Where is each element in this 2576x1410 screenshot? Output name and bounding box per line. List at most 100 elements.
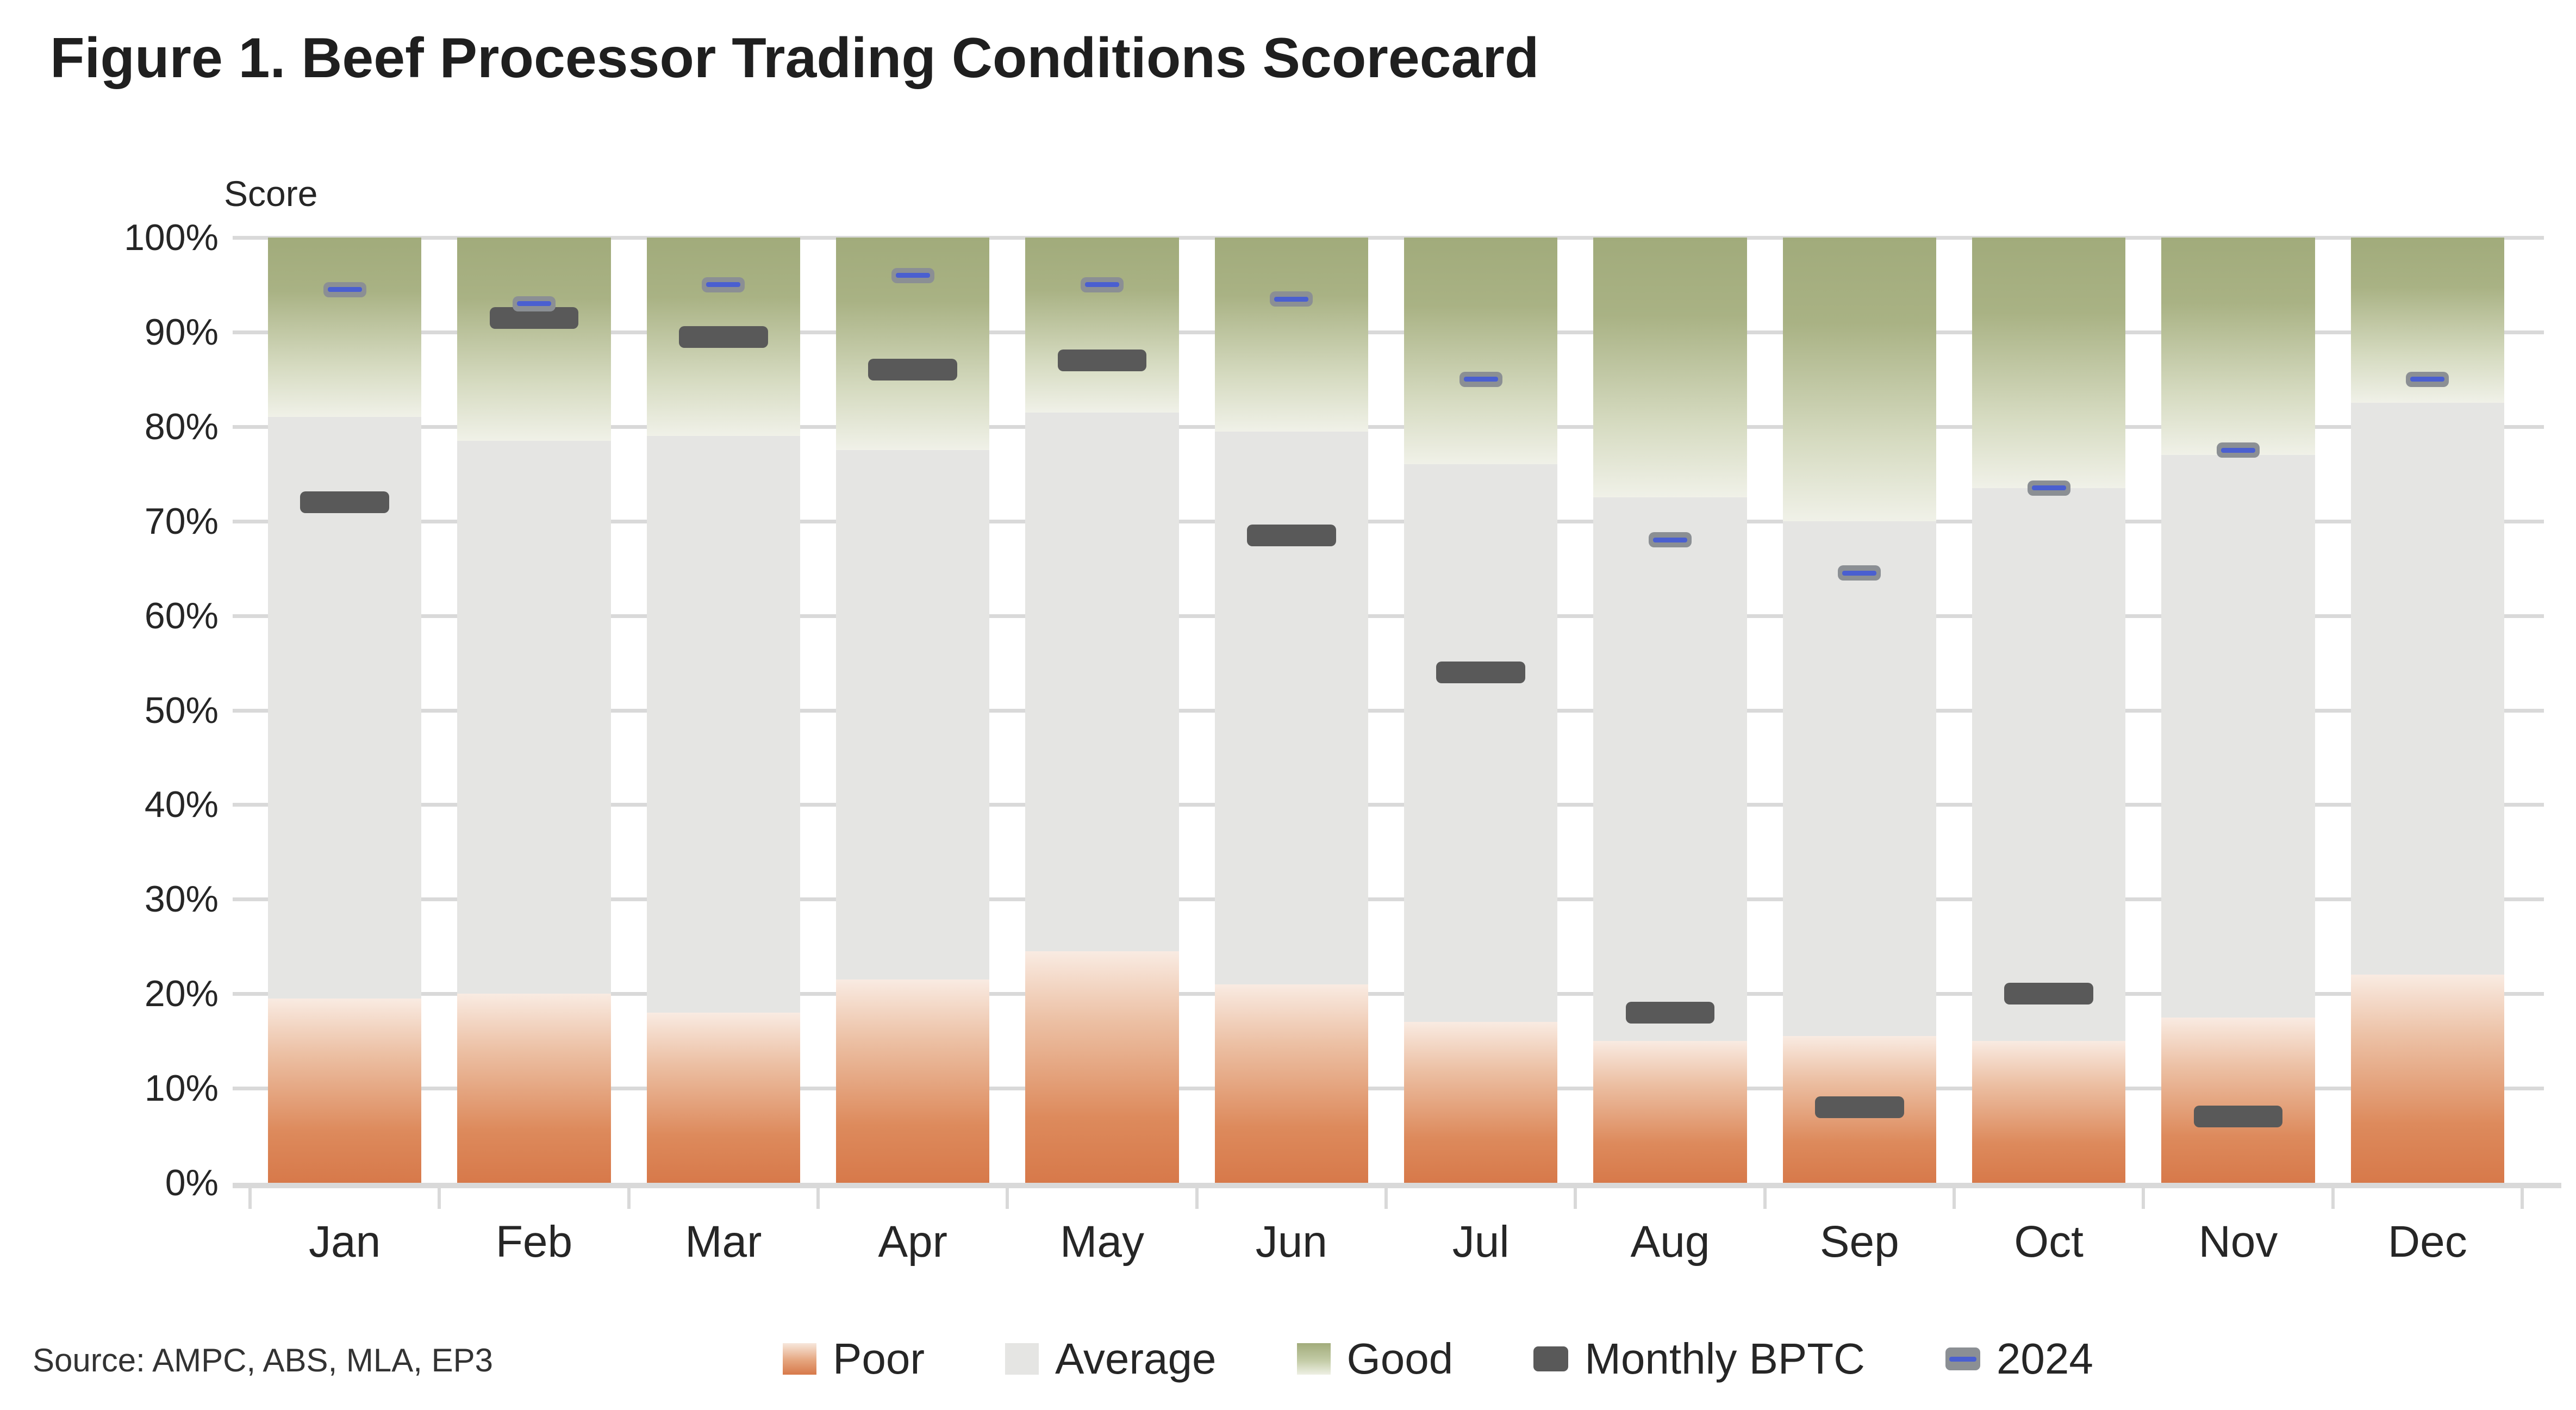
year-2024-dash-line-icon	[1949, 1356, 1976, 1362]
bar-oct	[1972, 238, 2126, 1183]
bar-slot-aug	[1575, 238, 1764, 1183]
year-2024-dash-line-icon	[2221, 447, 2256, 453]
zone-good-nov	[2161, 238, 2315, 455]
year-2024-dash-mar	[702, 277, 745, 292]
gridline-20	[233, 992, 2544, 996]
year-2024-dash-line-icon	[2031, 485, 2066, 491]
zone-poor-apr	[836, 979, 990, 1183]
bar-mar	[646, 238, 800, 1183]
x-tick-label-sep: Sep	[1819, 1217, 1899, 1266]
x-tick-label-may: May	[1060, 1217, 1144, 1266]
zone-average-sep	[1782, 521, 1936, 1037]
legend-item-good: Good	[1296, 1334, 1454, 1384]
year-2024-dash-aug	[1648, 532, 1692, 548]
year-2024-dash-line-icon	[895, 273, 930, 278]
gridline-40	[233, 803, 2544, 807]
legend-label-good: Good	[1346, 1334, 1454, 1383]
gridline-70	[233, 519, 2544, 523]
year-2024-dash-line-icon	[706, 282, 741, 288]
year-2024-dash-feb	[512, 296, 556, 311]
source-note: Source: AMPC, ABS, MLA, EP3	[33, 1342, 494, 1378]
gridline-50	[233, 708, 2544, 713]
bar-slot-sep	[1765, 238, 1954, 1183]
bar-aug	[1593, 238, 1747, 1183]
y-tick-label-90: 90%	[144, 311, 219, 353]
bar-nov	[2161, 238, 2315, 1183]
zone-poor-mar	[646, 1012, 800, 1183]
legend-label-monthly-bptc: Monthly BPTC	[1585, 1334, 1865, 1383]
x-tick-label-apr: Apr	[878, 1217, 947, 1266]
year-2024-dash-line-icon	[1084, 282, 1120, 288]
x-axis-tick-5	[1195, 1183, 1199, 1209]
zone-good-jul	[1404, 238, 1558, 465]
year-2024-dash-may	[1080, 277, 1124, 292]
monthly-bptc-dash-nov	[2193, 1106, 2283, 1128]
x-axis-tick-10	[2142, 1183, 2145, 1209]
zone-average-jun	[1214, 431, 1368, 984]
bar-apr	[836, 238, 990, 1183]
plot-area	[233, 236, 2544, 1183]
x-axis-line	[233, 1183, 2561, 1188]
zone-good-jan	[268, 238, 422, 417]
y-tick-label-30: 30%	[144, 878, 219, 920]
zone-poor-jan	[268, 998, 422, 1183]
zone-poor-dec	[2350, 975, 2504, 1183]
gridline-90	[233, 330, 2544, 334]
y-tick-label-100: 100%	[124, 217, 219, 258]
x-axis-tick-6	[1384, 1183, 1388, 1209]
y-tick-label-0: 0%	[165, 1162, 219, 1203]
y-tick-label-50: 50%	[144, 689, 219, 731]
y-tick-label-70: 70%	[144, 500, 219, 542]
zone-poor-feb	[457, 994, 611, 1183]
year-2024-dash-icon	[1945, 1347, 1980, 1370]
bar-slot-nov	[2143, 238, 2332, 1183]
bar-slot-jul	[1386, 238, 1575, 1183]
average-swatch-icon	[1005, 1343, 1039, 1375]
y-tick-label-80: 80%	[144, 405, 219, 447]
legend-item-average: Average	[1005, 1334, 1217, 1384]
monthly-bptc-dash-sep	[1814, 1096, 1904, 1118]
x-tick-label-oct: Oct	[2014, 1217, 2084, 1266]
zone-average-dec	[2350, 403, 2504, 975]
y-axis-title: Score	[224, 173, 318, 214]
legend-item-poor: Poor	[783, 1334, 925, 1384]
monthly-bptc-dash-apr	[868, 359, 957, 381]
bar-slot-may	[1007, 238, 1196, 1183]
x-tick-label-aug: Aug	[1630, 1217, 1710, 1266]
zone-good-feb	[457, 238, 611, 441]
x-tick-label-feb: Feb	[495, 1217, 573, 1266]
x-axis-tick-7	[1574, 1183, 1577, 1209]
gridline-10	[233, 1087, 2544, 1091]
x-tick-label-dec: Dec	[2387, 1217, 2467, 1266]
zone-average-nov	[2161, 454, 2315, 1018]
year-2024-dash-apr	[891, 267, 934, 283]
bar-dec	[2350, 238, 2504, 1183]
zone-average-jul	[1404, 464, 1558, 1022]
bar-slot-feb	[439, 238, 628, 1183]
legend-item-monthly-bptc: Monthly BPTC	[1533, 1334, 1865, 1384]
legend: Poor Average Good Monthly BPTC 2024	[783, 1326, 2093, 1392]
zone-poor-aug	[1593, 1041, 1747, 1183]
bar-slot-dec	[2333, 238, 2522, 1183]
monthly-bptc-dash-oct	[2004, 983, 2093, 1005]
gridline-30	[233, 897, 2544, 902]
y-tick-label-20: 20%	[144, 973, 219, 1015]
legend-item-2024: 2024	[1945, 1334, 2093, 1384]
x-axis-tick-8	[1763, 1183, 1767, 1209]
zone-good-oct	[1972, 238, 2126, 488]
legend-label-poor: Poor	[833, 1334, 925, 1383]
zone-average-apr	[836, 450, 990, 980]
year-2024-dash-nov	[2216, 442, 2260, 458]
x-axis-tick-0	[248, 1183, 252, 1209]
x-tick-label-jun: Jun	[1255, 1217, 1327, 1266]
gridline-100	[233, 236, 2544, 240]
monthly-bptc-dash-may	[1057, 350, 1147, 372]
monthly-bptc-dash-aug	[1625, 1001, 1715, 1024]
bar-feb	[457, 238, 611, 1183]
y-tick-label-10: 10%	[144, 1068, 219, 1109]
x-axis-tick-1	[438, 1183, 441, 1209]
gridline-80	[233, 425, 2544, 429]
bar-jul	[1404, 238, 1558, 1183]
year-2024-dash-line-icon	[1842, 570, 1877, 576]
